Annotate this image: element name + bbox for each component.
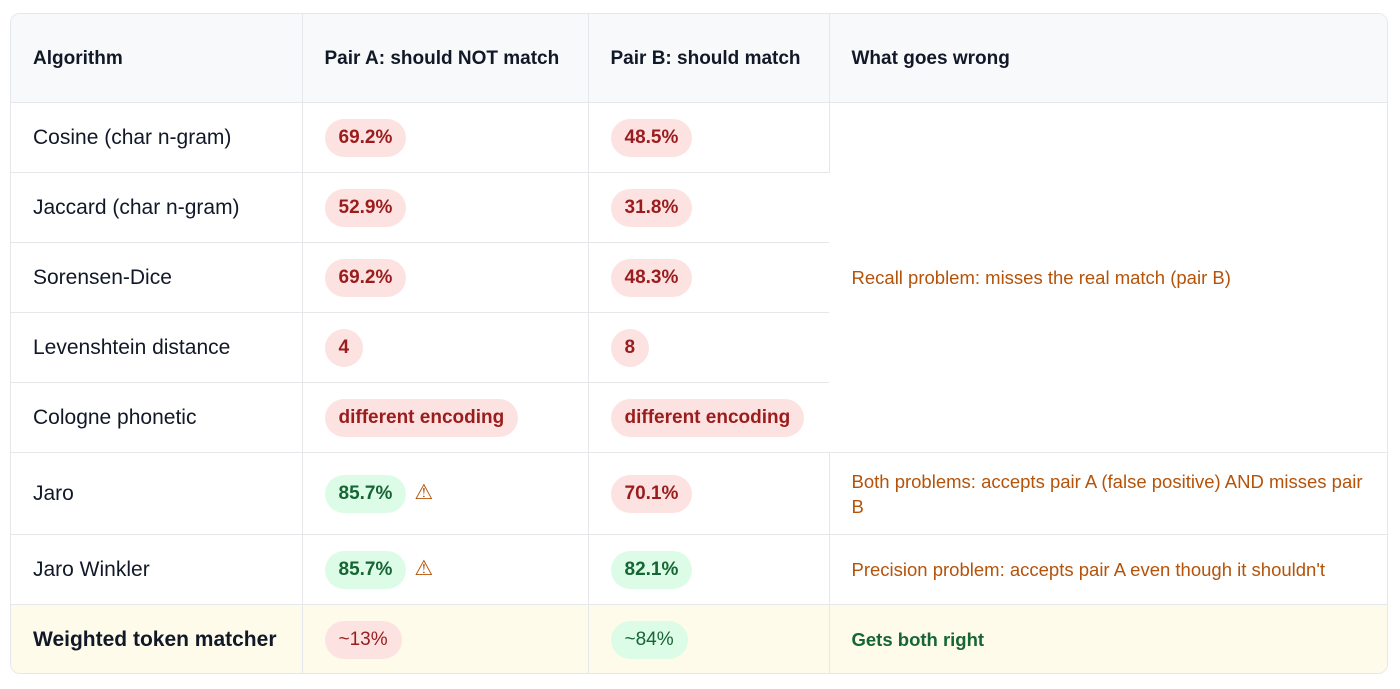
pair-a-score-badge: 52.9% — [324, 188, 407, 227]
algorithm-comparison-table: Algorithm Pair A: should NOT match Pair … — [11, 14, 1387, 673]
pair-b-score-badge: different encoding — [610, 398, 805, 437]
pair-a-cell: 69.2% — [302, 102, 589, 173]
pair-b-cell: 48.5% — [588, 102, 830, 173]
table-row-highlighted: Weighted token matcher ~13% ~84% Gets bo… — [11, 604, 1387, 673]
warning-icon: ⚠ — [414, 557, 434, 581]
header-what-goes-wrong: What goes wrong — [829, 14, 1387, 103]
pair-b-score-badge: 48.3% — [610, 258, 693, 297]
pair-b-score-badge: ~84% — [610, 620, 688, 659]
pair-b-score-badge: 31.8% — [610, 188, 693, 227]
pair-b-cell: ~84% — [588, 604, 830, 673]
pair-b-score-badge: 82.1% — [610, 550, 693, 589]
pair-b-cell: different encoding — [588, 382, 829, 453]
problem-cell: Precision problem: accepts pair A even t… — [829, 534, 1387, 605]
algorithm-name: Jaro Winkler — [11, 534, 303, 605]
pair-a-score-badge: 69.2% — [324, 258, 407, 297]
warning-icon: ⚠ — [414, 481, 434, 505]
pair-b-cell: 82.1% — [588, 534, 830, 605]
table-row: Jaro Winkler 85.7% ⚠ 82.1% Precision prob… — [11, 534, 1387, 605]
header-pair-b: Pair B: should match — [588, 14, 830, 103]
pair-a-score-badge: 4 — [324, 328, 364, 367]
recall-problem-cell: Recall problem: misses the real match (p… — [829, 102, 1387, 453]
table-header-row: Algorithm Pair A: should NOT match Pair … — [11, 14, 1387, 103]
table-row: Levenshtein distance 4 8 — [11, 312, 1387, 383]
problem-cell: Both problems: accepts pair A (false pos… — [829, 452, 1387, 535]
pair-a-cell: 52.9% — [302, 172, 589, 243]
result-note: Gets both right — [851, 629, 985, 650]
pair-a-cell: 85.7% ⚠ — [302, 452, 589, 535]
table-row: Sorensen-Dice 69.2% 48.3% — [11, 242, 1387, 313]
comparison-table-container: Algorithm Pair A: should NOT match Pair … — [10, 13, 1388, 674]
result-cell: Gets both right — [829, 604, 1387, 673]
header-pair-a: Pair A: should NOT match — [302, 14, 589, 103]
table-row: Jaccard (char n-gram) 52.9% 31.8% — [11, 172, 1387, 243]
pair-a-cell: 4 — [302, 312, 589, 383]
algorithm-name: Sorensen-Dice — [11, 242, 303, 313]
pair-a-score-badge: 69.2% — [324, 118, 407, 157]
table-row: Cosine (char n-gram) 69.2% 48.5% Recall … — [11, 102, 1387, 453]
algorithm-name: Jaccard (char n-gram) — [11, 172, 303, 243]
table-row: Cologne phonetic different encoding diff… — [11, 382, 1387, 453]
pair-b-score-badge: 70.1% — [610, 474, 693, 513]
algorithm-name: Cologne phonetic — [11, 382, 303, 453]
pair-a-cell: ~13% — [302, 604, 589, 673]
pair-a-score-badge: 85.7% — [324, 550, 407, 589]
pair-a-score-badge: different encoding — [324, 398, 519, 437]
algorithm-name: Levenshtein distance — [11, 312, 303, 383]
header-algorithm: Algorithm — [11, 14, 303, 103]
algorithm-name: Jaro — [11, 452, 303, 535]
pair-b-cell: 31.8% — [588, 172, 829, 243]
pair-a-score-badge: ~13% — [324, 620, 402, 659]
pair-a-cell: 85.7% ⚠ — [302, 534, 589, 605]
algorithm-name: Cosine (char n-gram) — [11, 102, 303, 173]
problem-note: Both problems: accepts pair A (false pos… — [851, 470, 1363, 517]
pair-a-score-badge: 85.7% — [324, 474, 407, 513]
table-row: Jaro 85.7% ⚠ 70.1% Both problems: accepts… — [11, 452, 1387, 535]
pair-b-score-badge: 8 — [610, 328, 650, 367]
pair-a-cell: different encoding — [302, 382, 589, 453]
pair-b-cell: 70.1% — [588, 452, 830, 535]
pair-a-cell: 69.2% — [302, 242, 589, 313]
recall-problem-note: Recall problem: misses the real match (p… — [851, 267, 1231, 288]
algorithm-name: Weighted token matcher — [11, 604, 303, 673]
pair-b-cell: 8 — [588, 312, 829, 383]
problem-note: Precision problem: accepts pair A even t… — [851, 559, 1326, 580]
pair-b-score-badge: 48.5% — [610, 118, 693, 157]
pair-b-cell: 48.3% — [588, 242, 829, 313]
